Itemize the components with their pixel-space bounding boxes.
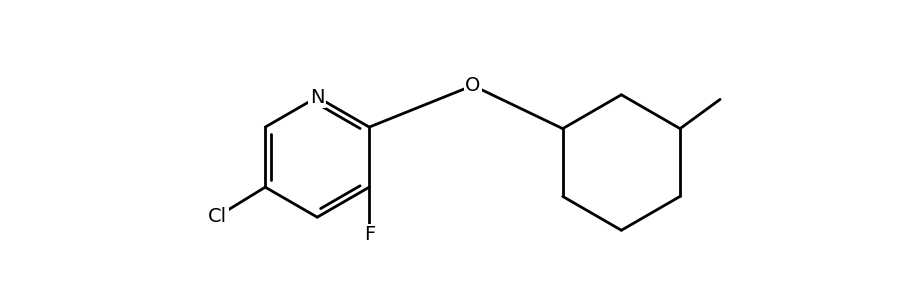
Text: N: N <box>310 88 324 107</box>
Text: F: F <box>364 225 375 244</box>
Text: O: O <box>465 76 480 95</box>
Text: Cl: Cl <box>208 207 227 226</box>
